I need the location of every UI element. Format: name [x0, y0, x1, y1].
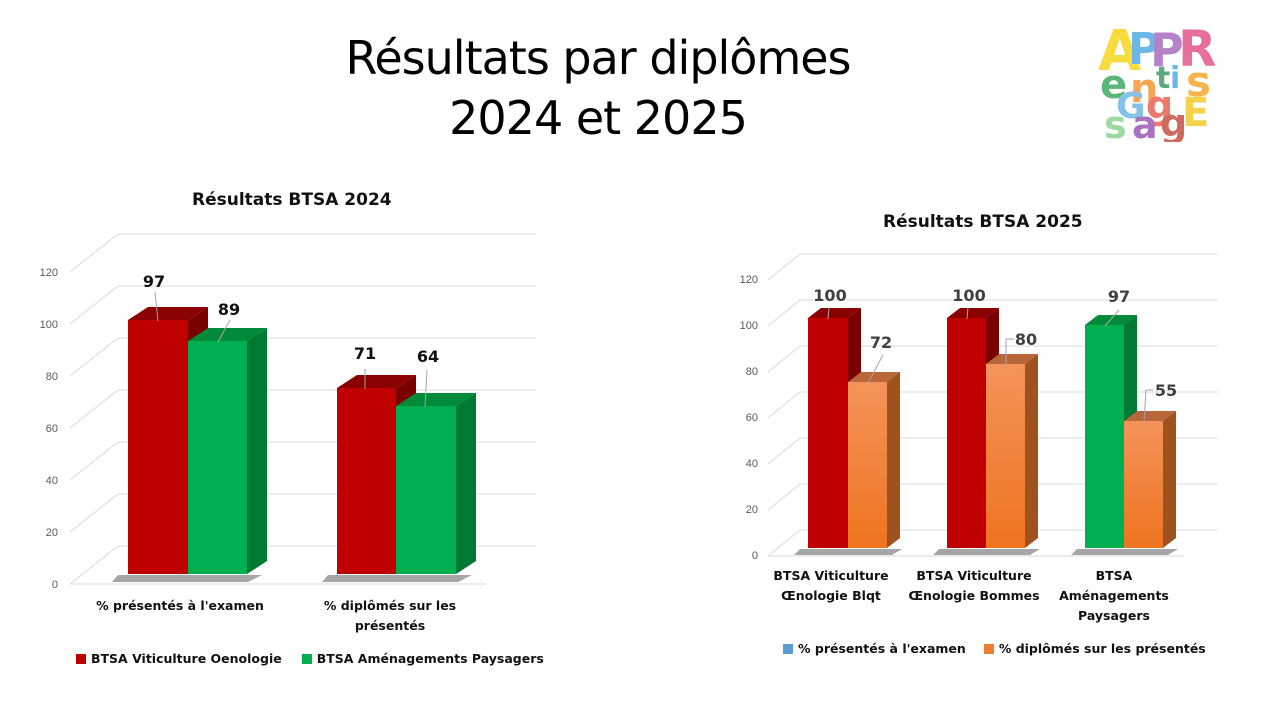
category-label-line: Paysagers: [1078, 608, 1150, 623]
value-label: 97: [1108, 287, 1130, 306]
svg-text:R: R: [1178, 20, 1217, 78]
category-label-line: BTSA: [1095, 568, 1133, 583]
category-label-line: Œnologie Blqt: [781, 588, 881, 603]
svg-text:e: e: [1100, 62, 1127, 108]
svg-text:g: g: [1160, 101, 1187, 142]
bar-2025-blqt-diplomes: [848, 372, 900, 548]
value-label: 72: [870, 333, 892, 352]
bar-2024-paysagers-presentes: [188, 328, 267, 574]
legend-label: BTSA Viticulture Oenologie: [91, 651, 282, 666]
svg-text:s: s: [1186, 57, 1211, 106]
category-label-line: Aménagements: [1059, 588, 1169, 603]
slide-title-line2: 2024 et 2025: [449, 91, 748, 145]
category-label-line: BTSA Viticulture: [773, 568, 889, 583]
y-tick: 80: [746, 366, 758, 378]
slide-title-line1: Résultats par diplômes: [345, 31, 851, 85]
y-tick: 60: [746, 412, 758, 424]
svg-text:a: a: [1132, 103, 1158, 142]
svg-text:t: t: [1156, 61, 1170, 96]
y-tick: 100: [40, 319, 58, 331]
value-label: 89: [218, 300, 240, 319]
value-label: 100: [813, 286, 846, 305]
chart-2025-category-3: BTSA Aménagements Paysagers: [1056, 566, 1172, 626]
value-label: 97: [143, 272, 165, 291]
slide-title: Résultats par diplômes 2024 et 2025: [0, 28, 1196, 148]
legend-label: % diplômés sur les présentés: [998, 641, 1206, 656]
y-tick: 100: [740, 320, 758, 332]
category-label-line: Œnologie Bommes: [908, 588, 1040, 603]
chart-2024-title: Résultats BTSA 2024: [192, 190, 392, 210]
value-label: 71: [354, 344, 376, 363]
y-tick: 120: [740, 274, 758, 286]
svg-text:E: E: [1182, 90, 1209, 136]
y-tick: 120: [40, 267, 58, 279]
svg-text:A: A: [1098, 19, 1142, 84]
svg-text:n: n: [1130, 66, 1158, 112]
legend-item-diplomes: % diplômés sur les présentés: [983, 641, 1206, 656]
bar-2025-bommes-diplomes: [986, 354, 1038, 548]
category-label-line: % diplômés sur les: [323, 598, 457, 613]
chart-2025-title: Résultats BTSA 2025: [883, 212, 1083, 232]
category-label: % présentés à l'examen: [96, 598, 264, 613]
bar-2025-paysagers-diplomes: [1124, 411, 1176, 548]
svg-text:P: P: [1150, 23, 1184, 77]
chart-2024-category-2: % diplômés sur les présentés: [290, 596, 490, 636]
chart-2025-category-2: BTSA Viticulture Œnologie Bommes: [904, 566, 1044, 606]
value-label: 80: [1015, 330, 1037, 349]
legend-swatch-red: [76, 653, 86, 664]
value-label: 55: [1155, 381, 1177, 400]
svg-text:P: P: [1128, 24, 1160, 75]
y-tick: 60: [46, 423, 58, 435]
y-tick: 80: [46, 371, 58, 383]
chart-2024-legend: BTSA Viticulture Oenologie BTSA Aménagem…: [76, 651, 564, 666]
y-tick: 0: [52, 579, 58, 591]
svg-text:i: i: [1170, 61, 1180, 96]
legend-swatch-green: [301, 653, 312, 664]
bar-2024-paysagers-diplomes: [396, 393, 476, 574]
legend-item-paysagers: BTSA Aménagements Paysagers: [301, 651, 544, 666]
y-tick: 20: [46, 527, 58, 539]
category-label-line: BTSA Viticulture: [916, 568, 1032, 583]
legend-item-presentes: % présentés à l'examen: [783, 641, 966, 656]
legend-swatch-blue: [783, 643, 793, 654]
y-tick: 0: [752, 550, 758, 562]
chart-2024-category-1: % présentés à l'examen: [80, 596, 280, 616]
value-label: 64: [417, 347, 439, 366]
value-label: 100: [952, 286, 985, 305]
chart-2025-category-1: BTSA Viticulture Œnologie Blqt: [768, 566, 894, 606]
chart-2025-legend: % présentés à l'examen % diplômés sur le…: [783, 641, 1226, 656]
chart-2025-y-axis: 0 20 40 60 80 100 120: [740, 274, 758, 562]
y-tick: 20: [746, 504, 758, 516]
legend-item-viticulture: BTSA Viticulture Oenologie: [76, 651, 282, 666]
svg-text:g: g: [1146, 83, 1173, 127]
svg-text:s: s: [1104, 103, 1127, 142]
legend-swatch-orange: [983, 643, 994, 654]
y-tick: 40: [746, 458, 758, 470]
chart-2024-y-axis: 0 20 40 60 80 100 120: [40, 267, 58, 591]
legend-label: BTSA Aménagements Paysagers: [316, 651, 544, 666]
category-label-line: présentés: [354, 618, 426, 633]
y-tick: 40: [46, 475, 58, 487]
svg-text:G: G: [1116, 86, 1146, 127]
apprentissage-logo: A P P R e n t i s G g E s a g: [1098, 19, 1217, 142]
legend-label: % présentés à l'examen: [798, 641, 966, 656]
